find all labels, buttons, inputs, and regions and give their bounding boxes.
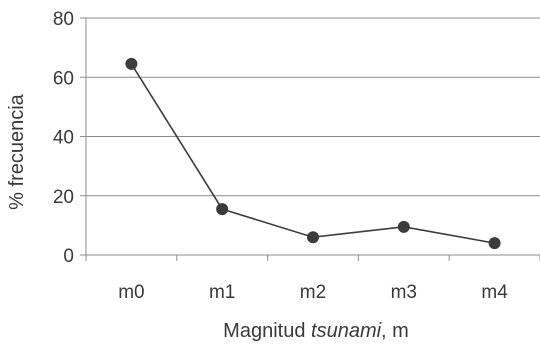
series-line <box>130 63 495 244</box>
series-points <box>125 57 501 250</box>
x-axis-title-part: Magnitud <box>223 320 311 342</box>
y-tick-label: 80 <box>53 9 74 30</box>
y-tick-label: 20 <box>53 187 74 208</box>
x-tick-labels: m0 m1 m2 m3 m4 <box>118 282 508 303</box>
y-tick-label: 60 <box>53 68 74 89</box>
x-tick-label-m3: m3 <box>391 282 417 303</box>
data-point-m1 <box>216 203 229 216</box>
data-point-m3 <box>397 220 410 233</box>
x-axis-title: Magnitud tsunami, m <box>223 320 409 342</box>
x-tick-label-m4: m4 <box>481 282 508 303</box>
x-axis-title-part: tsunami <box>311 320 382 342</box>
x-tick-label-m1: m1 <box>209 282 235 303</box>
data-point-m2 <box>307 231 319 244</box>
y-tick-label: 40 <box>53 128 74 149</box>
y-axis-title: % frecuencia <box>6 93 28 209</box>
series-line-layer <box>130 63 495 244</box>
axes <box>80 17 540 261</box>
y-tick-labels: 0 20 40 60 80 <box>53 9 74 267</box>
x-tick-label-m0: m0 <box>118 282 144 303</box>
data-point-m0 <box>125 57 138 70</box>
data-point-m4 <box>488 237 501 250</box>
x-tick-label-m2: m2 <box>300 282 326 303</box>
x-axis-title-part: , m <box>381 320 409 342</box>
gridlines <box>86 17 540 197</box>
y-tick-label: 0 <box>63 246 74 267</box>
